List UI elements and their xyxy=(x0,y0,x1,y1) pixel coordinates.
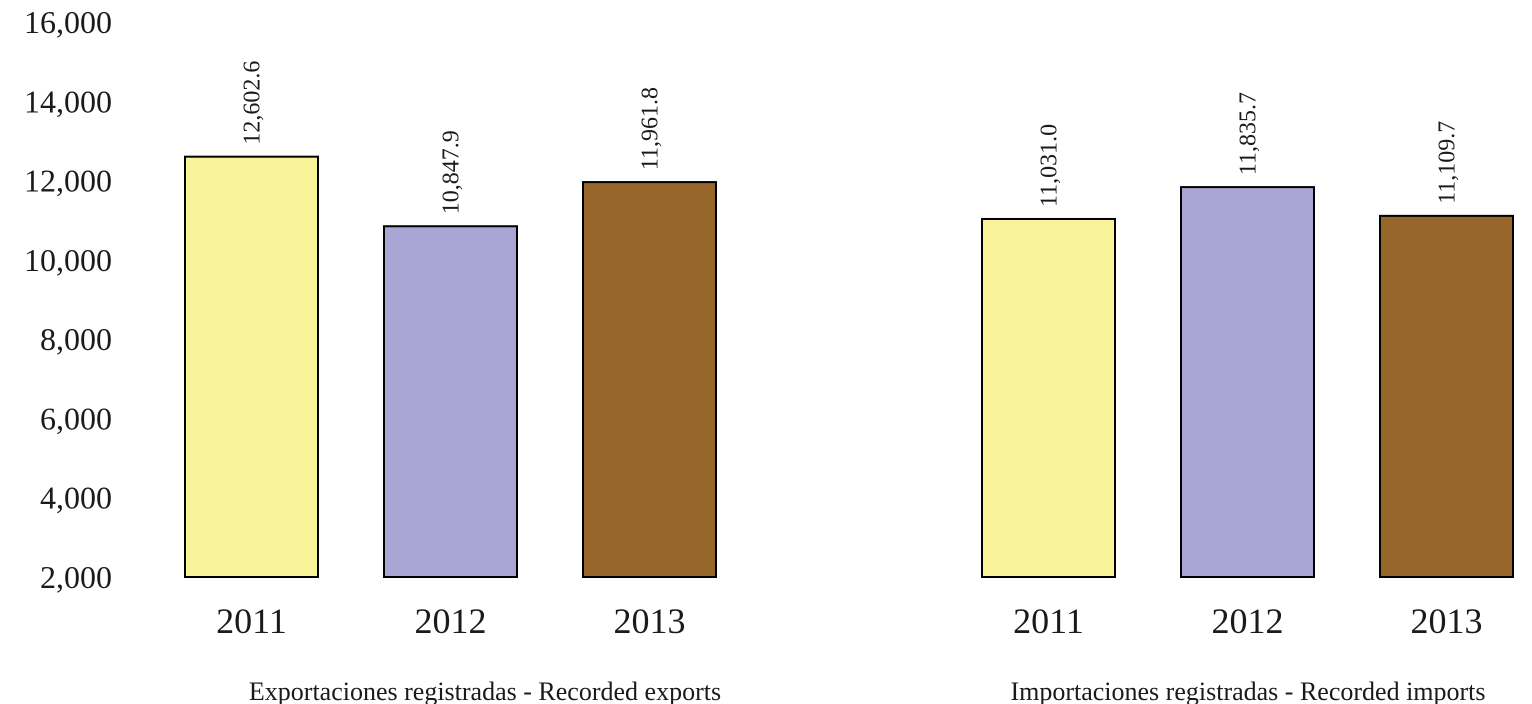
bar xyxy=(1379,214,1514,578)
y-tick-label: 14,000 xyxy=(24,83,112,119)
data-label: 11,109.7 xyxy=(1435,121,1461,204)
y-axis: 2,000 4,000 6,000 8,000 10,000 12,000 14,000 16… xyxy=(24,4,112,595)
bar xyxy=(1180,186,1315,578)
bars-layer xyxy=(184,155,1514,578)
bar xyxy=(184,155,319,578)
y-tick-label: 6,000 xyxy=(40,400,112,436)
x-tick-label: 2011 xyxy=(1013,601,1084,641)
data-label: 10,847.9 xyxy=(439,130,465,214)
group-label: Exportaciones registradas - Recorded exp… xyxy=(249,677,721,704)
bar xyxy=(582,181,717,578)
x-tick-label: 2012 xyxy=(415,601,487,641)
y-tick-label: 16,000 xyxy=(24,4,112,40)
data-label: 11,031.0 xyxy=(1037,124,1063,207)
group-label: Importaciones registradas - Recorded imp… xyxy=(1010,677,1485,704)
x-tick-label: 2013 xyxy=(614,601,686,641)
labels-layer: 12,602.6 2011 10,847.9 2012 11,961.8 2013 Expo… xyxy=(216,61,1485,704)
y-tick-label: 2,000 xyxy=(40,559,112,595)
data-label: 12,602.6 xyxy=(240,61,266,145)
x-tick-label: 2011 xyxy=(216,601,287,641)
data-label: 11,961.8 xyxy=(638,87,664,170)
x-tick-label: 2012 xyxy=(1212,601,1284,641)
data-label: 11,835.7 xyxy=(1236,92,1262,175)
bar xyxy=(981,217,1116,578)
x-tick-label: 2013 xyxy=(1411,601,1483,641)
bar xyxy=(383,225,518,578)
y-tick-label: 8,000 xyxy=(40,321,112,357)
y-tick-label: 10,000 xyxy=(24,242,112,278)
y-tick-label: 4,000 xyxy=(40,480,112,516)
y-tick-label: 12,000 xyxy=(24,163,112,199)
